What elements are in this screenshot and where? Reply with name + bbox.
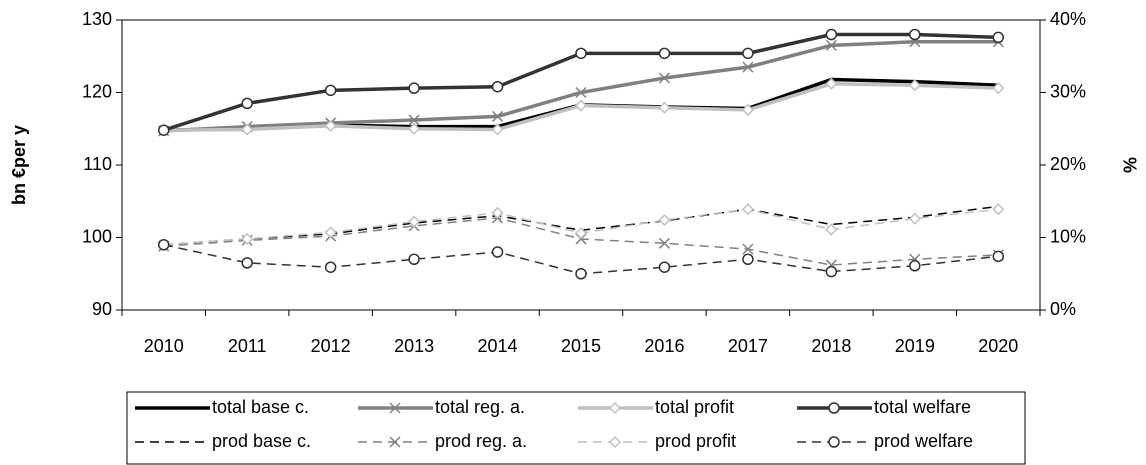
point-marker [574,227,588,240]
point-marker [491,206,504,219]
point-marker [992,250,1005,263]
point-marker [324,84,337,97]
x-tick-label: 2011 [228,336,267,356]
legend-label: prod welfare [874,431,973,451]
series-line [163,205,999,246]
point-marker [491,80,504,93]
point-marker [324,119,337,132]
point-marker [825,265,838,278]
y-tick-label: 100 [82,226,112,246]
x-tick-label: 2016 [644,336,684,356]
point-marker [909,260,921,272]
point-marker [658,214,671,227]
point-marker [575,268,587,280]
point-marker [658,47,671,60]
point-marker [491,246,504,258]
x-tick-label: 2010 [144,336,184,356]
legend-label: prod base c. [212,431,311,451]
x-tick-label: 2012 [311,336,351,356]
legend-marker [389,436,401,448]
point-marker [992,203,1005,216]
legend-label: total profit [655,397,734,417]
point-marker [241,97,253,110]
legend-label: total welfare [874,397,971,417]
point-marker [324,261,337,273]
y-tick-label: 130 [82,9,112,29]
point-marker [658,72,670,84]
plot-frame [121,19,1041,311]
point-marker [658,101,671,114]
legend-marker [608,435,622,449]
point-marker [408,253,420,265]
x-tick-label: 2019 [895,336,935,356]
point-marker [575,86,587,99]
point-marker [408,114,420,126]
y2-tick-label: 40% [1050,9,1086,29]
point-marker [741,103,754,116]
point-marker [741,203,754,216]
point-marker [825,28,838,41]
point-marker [825,223,838,236]
x-tick-label: 2020 [978,336,1018,356]
point-marker [491,123,504,136]
legend-marker [608,401,622,415]
point-marker [408,82,420,94]
point-marker [408,215,421,228]
y2-tick-label: 0% [1050,299,1076,319]
y2-axis-label: % [1119,157,1139,173]
x-tick-label: 2018 [811,336,851,356]
point-marker [742,61,754,73]
point-marker [908,212,921,225]
legend-label: total reg. a. [435,397,525,417]
point-marker [575,47,587,60]
point-marker [742,253,754,265]
x-tick-label: 2015 [561,336,601,356]
point-marker [408,122,421,135]
point-marker [241,257,253,269]
legend-marker [389,402,401,414]
point-marker [241,123,254,136]
y2-tick-label: 10% [1050,226,1086,246]
y-tick-label: 120 [82,81,112,101]
series-line [163,217,999,266]
x-tick-label: 2014 [478,336,518,356]
y2-tick-label: 20% [1050,154,1086,174]
legend-box [126,391,1026,465]
x-tick-label: 2017 [728,336,768,356]
point-marker [992,31,1005,44]
point-marker [742,47,754,60]
point-marker [658,261,671,273]
legend-marker [828,436,840,448]
legend-label: prod reg. a. [435,431,527,451]
point-marker [658,237,670,249]
point-marker [157,124,170,136]
legend-marker [828,402,840,414]
legend-label: prod profit [655,431,736,451]
point-marker [742,243,754,255]
legend-label: total base c. [212,397,309,417]
y-axis-label: bn €per y [9,125,29,205]
point-marker [825,77,838,90]
point-marker [825,39,837,51]
point-marker [241,232,254,246]
y2-tick-label: 30% [1050,81,1086,101]
point-marker [909,28,921,41]
point-marker [574,99,588,112]
x-tick-label: 2013 [394,336,434,356]
point-marker [492,110,504,122]
y-tick-label: 90 [92,299,112,319]
point-marker [324,226,337,239]
point-marker [992,82,1005,95]
point-marker [908,79,921,92]
point-marker [157,239,170,251]
y-tick-label: 110 [83,154,112,174]
